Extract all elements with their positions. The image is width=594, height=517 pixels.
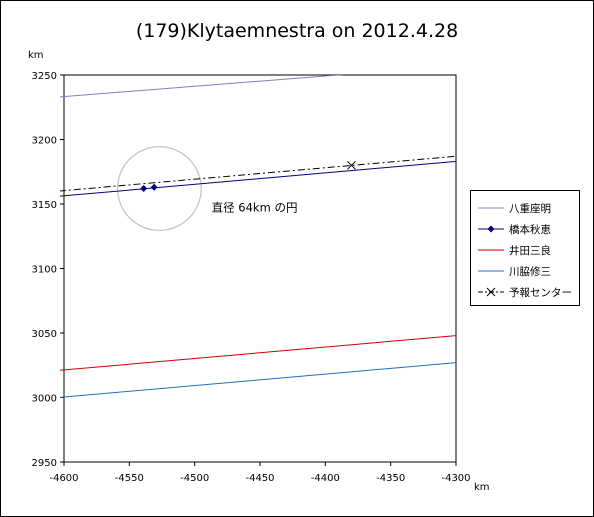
- legend-entry: 橋本秋恵: [471, 220, 579, 238]
- x-tick-label: -4300: [441, 473, 470, 484]
- legend-label: 八重座明: [509, 203, 551, 215]
- series-marker-x: [347, 160, 356, 170]
- legend-label: 予報センター: [509, 287, 572, 299]
- legend-swatch: [478, 225, 504, 233]
- series-line-1: [60, 160, 456, 197]
- legend-swatch: [478, 249, 504, 251]
- y-tick-label: 3200: [32, 136, 57, 147]
- series-marker-diamond: [150, 183, 158, 191]
- legend-swatch: [478, 270, 504, 272]
- y-tick-label: 3050: [32, 329, 57, 340]
- plot-area: [63, 74, 457, 463]
- y-tick-label: 3100: [32, 265, 57, 276]
- y-tick-label: 2950: [32, 458, 57, 469]
- y-tick-label: 3150: [32, 200, 57, 211]
- chart-title: (179)Klytaemnestra on 2012.4.28: [135, 20, 459, 42]
- y-axis-label: km: [28, 50, 44, 61]
- series-line-4: [60, 155, 456, 192]
- y-tick-label: 3250: [32, 71, 57, 82]
- legend: 八重座明橋本秋恵井田三良川脇修三予報センター: [470, 190, 580, 306]
- legend-swatch: [478, 207, 504, 209]
- series-line-3: [60, 362, 456, 398]
- legend-label: 川脇修三: [509, 266, 551, 278]
- x-tick-label: -4450: [245, 473, 274, 484]
- legend-label: 井田三良: [509, 245, 551, 257]
- legend-entry: 予報センター: [471, 283, 579, 301]
- x-tick-label: -4550: [115, 473, 144, 484]
- legend-swatch: [478, 287, 504, 297]
- series-marker-diamond: [140, 185, 148, 193]
- x-tick-label: -4600: [49, 473, 78, 484]
- legend-entry: 八重座明: [471, 199, 579, 217]
- y-tick-label: 3000: [32, 394, 57, 405]
- series-line-0: [60, 75, 345, 98]
- x-tick-label: -4400: [311, 473, 340, 484]
- legend-entry: 井田三良: [471, 241, 579, 259]
- x-tick-label: -4350: [376, 473, 405, 484]
- circle-annotation: 直径 64km の円: [212, 201, 298, 215]
- legend-entry: 川脇修三: [471, 262, 579, 280]
- series-group: [60, 75, 456, 398]
- series-line-2: [60, 335, 456, 371]
- x-axis-label: km: [474, 482, 490, 493]
- diameter-circle: [116, 146, 202, 231]
- legend-marker-x: [486, 287, 496, 297]
- legend-marker-diamond: [487, 225, 495, 233]
- x-tick-label: -4500: [180, 473, 209, 484]
- legend-label: 橋本秋恵: [509, 224, 551, 236]
